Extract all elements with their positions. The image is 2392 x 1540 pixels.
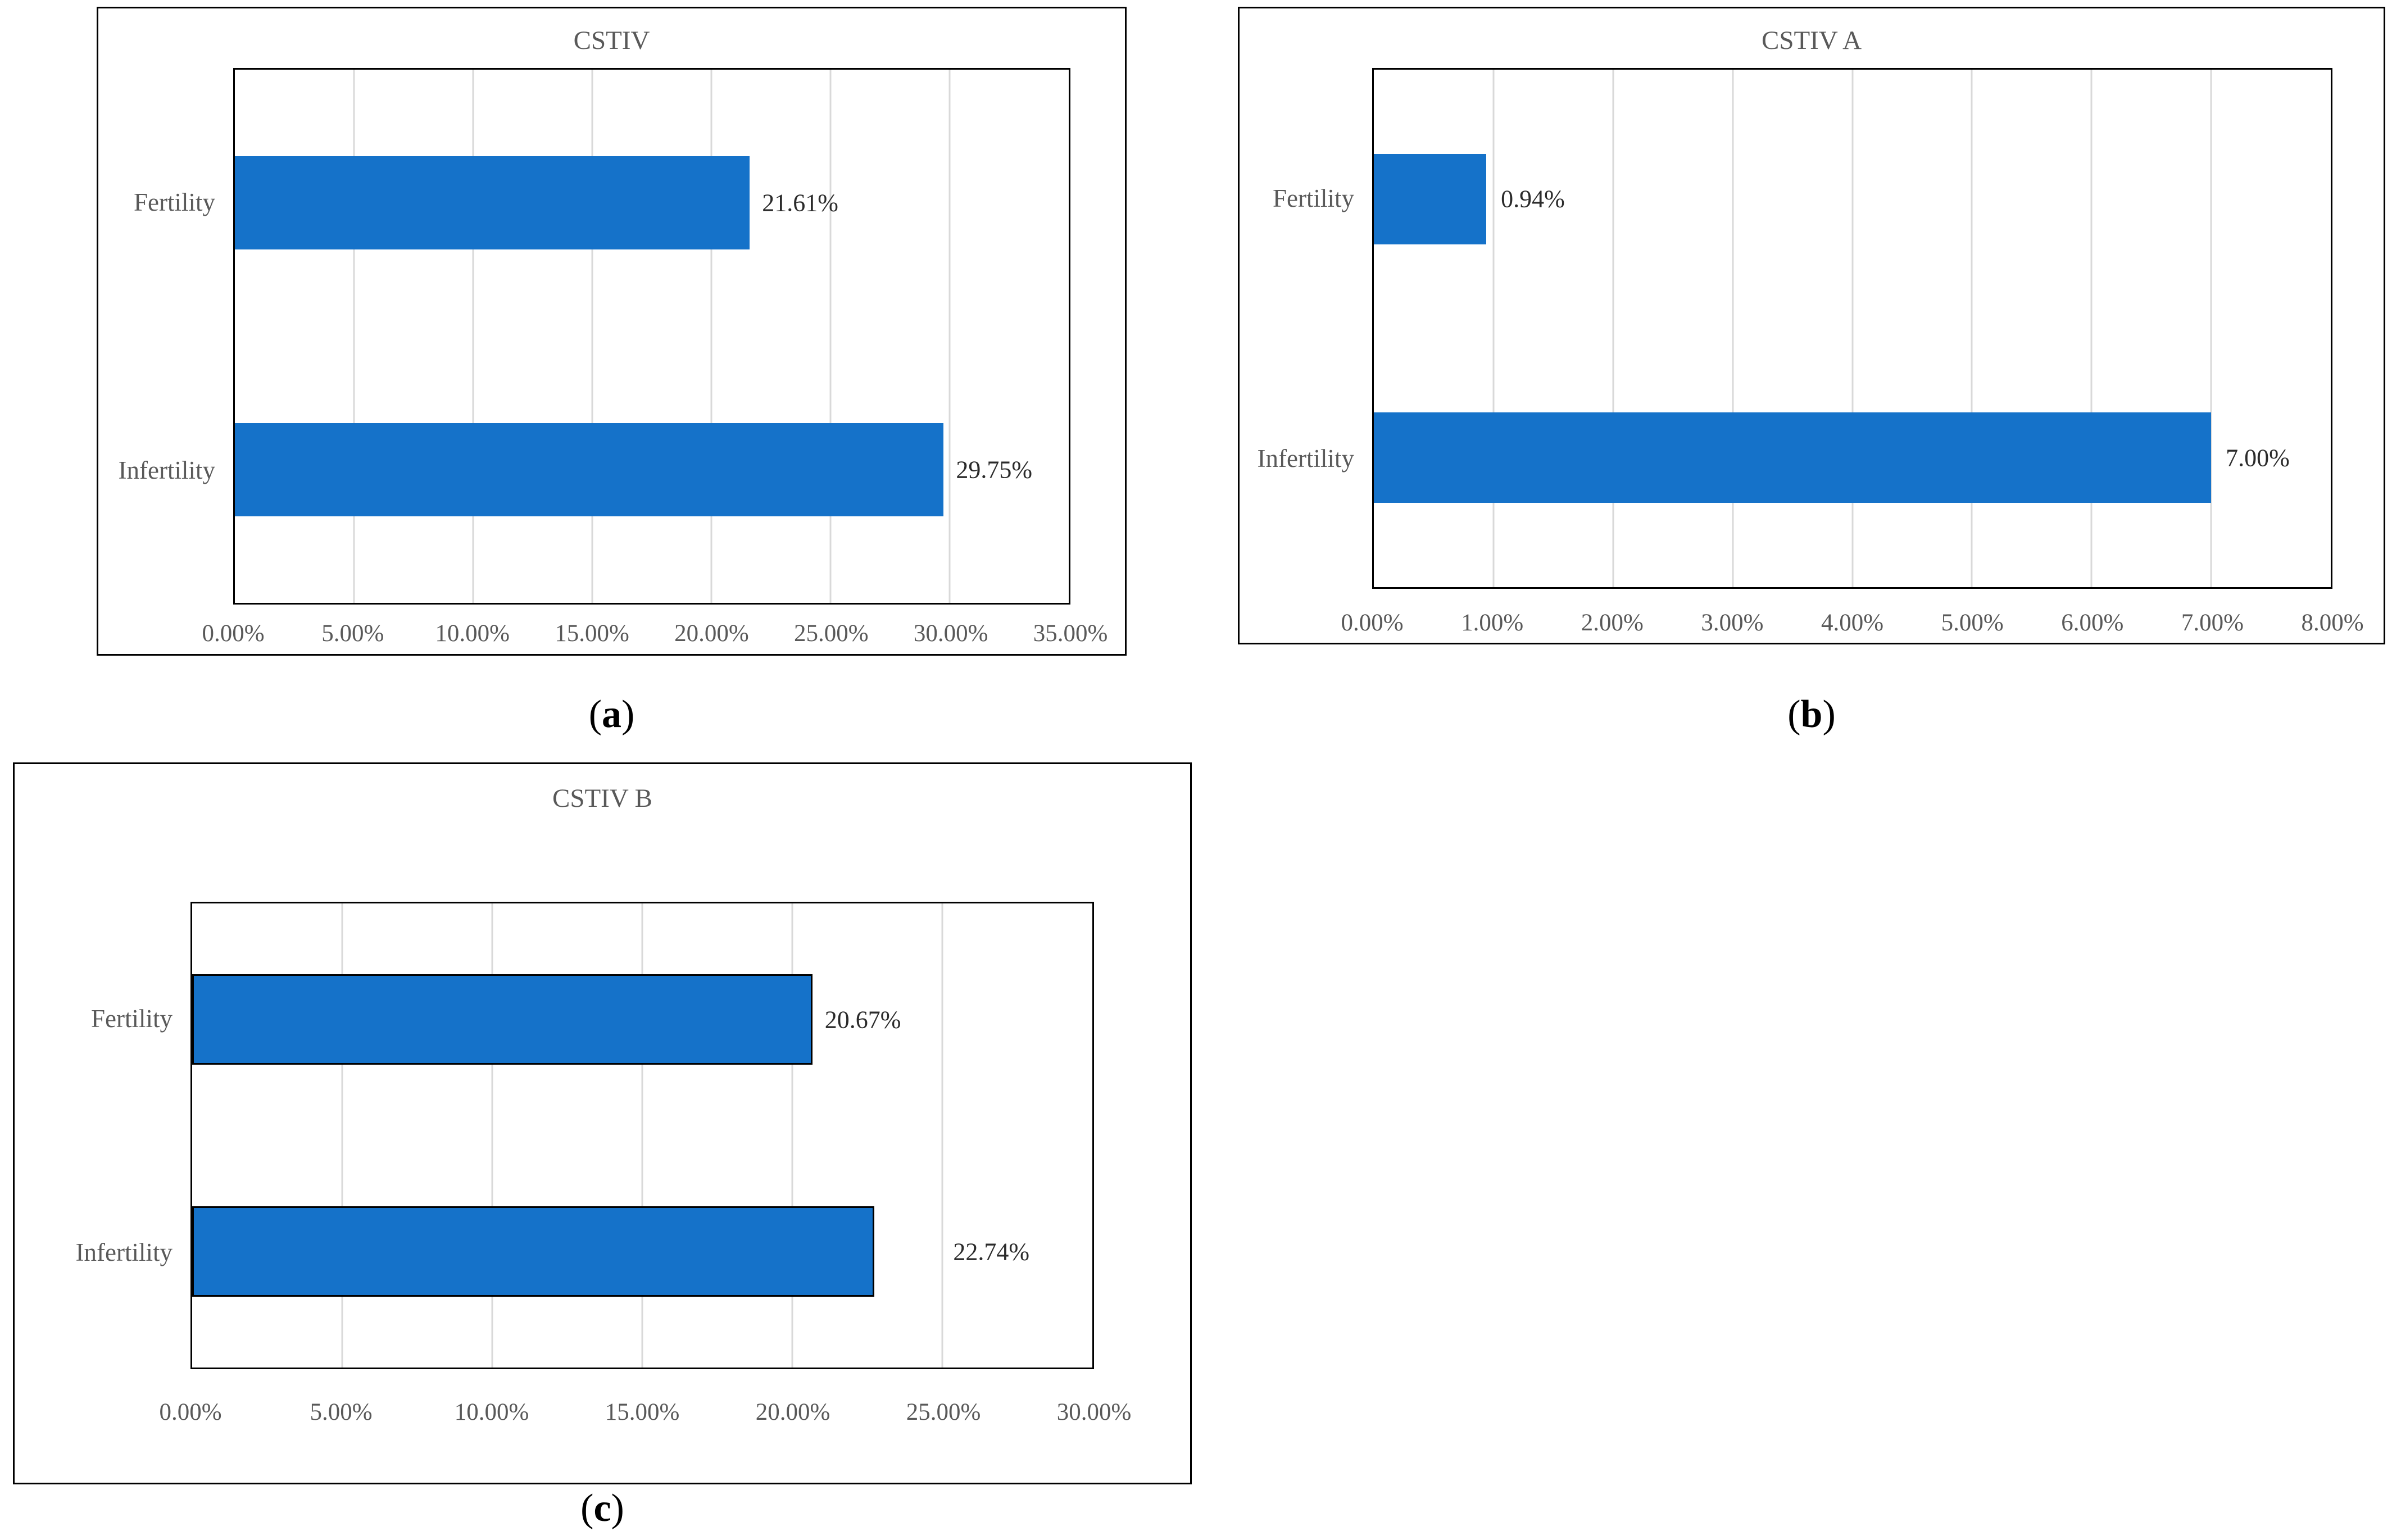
- x-axis-tick-label: 1.00%: [1461, 610, 1524, 636]
- x-axis-tick-label: 20.00%: [755, 1399, 830, 1425]
- plot-area: 0.94% 7.00%: [1372, 68, 2332, 589]
- x-axis-tick-label: 2.00%: [1581, 610, 1644, 636]
- category-label-fertility: Fertility: [1273, 184, 1354, 212]
- x-axis-tick-label: 10.00%: [435, 620, 510, 647]
- gridline: [341, 903, 343, 1368]
- gridline: [1492, 70, 1495, 587]
- bar-fertility: [192, 974, 813, 1065]
- bar-fertility: [235, 156, 750, 250]
- category-axis: Fertility Infertility: [1240, 68, 1354, 589]
- bar-fertility: [1374, 153, 1487, 244]
- panel-caption-a: (a): [97, 692, 1127, 737]
- x-axis-tick-label: 30.00%: [913, 620, 988, 647]
- value-label-infertility: 29.75%: [956, 456, 1033, 484]
- gridline: [791, 903, 793, 1368]
- category-label-infertility: Infertility: [75, 1238, 173, 1266]
- bar-infertility: [192, 1206, 875, 1297]
- x-axis: 0.00% 5.00% 10.00% 15.00% 20.00% 25.00% 30.00%…: [202, 620, 1108, 653]
- panel-caption-b: (b): [1238, 692, 2385, 737]
- gridline: [710, 70, 712, 603]
- gridline: [2090, 70, 2093, 587]
- chart-panel-c: CSTIV B Fertility Infertility 20.67% 22.74…: [13, 762, 1192, 1484]
- gridline: [948, 70, 951, 603]
- x-axis-tick-label: 4.00%: [1821, 610, 1884, 636]
- gridline: [491, 903, 493, 1368]
- gridline: [472, 70, 474, 603]
- value-label-fertility: 20.67%: [824, 1006, 901, 1033]
- value-label-fertility: 0.94%: [1501, 185, 1565, 213]
- x-axis-tick-label: 3.00%: [1701, 610, 1764, 636]
- chart-title: CSTIV B: [552, 784, 653, 813]
- x-axis-tick-label: 6.00%: [2061, 610, 2124, 636]
- category-label-infertility: Infertility: [118, 456, 215, 485]
- gridline: [1851, 70, 1853, 587]
- plot-area: 21.61% 29.75%: [233, 68, 1070, 605]
- gridline: [941, 903, 943, 1368]
- caption-paren-close: ): [621, 693, 635, 736]
- x-axis-tick-label: 5.00%: [1941, 610, 2004, 636]
- panel-caption-c: (c): [13, 1486, 1192, 1531]
- caption-paren-open: (: [588, 693, 602, 736]
- category-label-infertility: Infertility: [1257, 444, 1354, 473]
- gridline: [353, 70, 355, 603]
- category-label-fertility: Fertility: [91, 1005, 173, 1033]
- gridline: [2210, 70, 2212, 587]
- caption-letter: c: [593, 1487, 611, 1530]
- x-axis-tick-label: 15.00%: [605, 1399, 680, 1425]
- caption-paren-close: ): [1822, 693, 1836, 736]
- gridline: [1612, 70, 1614, 587]
- value-label-infertility: 22.74%: [953, 1238, 1029, 1265]
- caption-letter: a: [602, 693, 621, 736]
- x-axis-tick-label: 35.00%: [1033, 620, 1108, 647]
- bar-infertility: [235, 423, 944, 516]
- caption-paren-open: (: [580, 1487, 594, 1530]
- chart-title: CSTIV: [573, 26, 650, 55]
- category-axis: Fertility Infertility: [98, 68, 215, 605]
- category-axis: Fertility Infertility: [15, 902, 173, 1369]
- bar-infertility: [1374, 412, 2212, 503]
- x-axis-tick-label: 5.00%: [310, 1399, 373, 1425]
- x-axis: 0.00% 1.00% 2.00% 3.00% 4.00% 5.00% 6.00% 7.00%…: [1341, 609, 2363, 643]
- x-axis-tick-label: 30.00%: [1056, 1399, 1132, 1425]
- x-axis-tick-label: 0.00%: [159, 1399, 222, 1425]
- x-axis-tick-label: 10.00%: [454, 1399, 529, 1425]
- gridline: [829, 70, 832, 603]
- value-label-infertility: 7.00%: [2226, 444, 2290, 472]
- gridline: [1732, 70, 1734, 587]
- gridline: [591, 70, 593, 603]
- chart-title: CSTIV A: [1761, 26, 1862, 55]
- x-axis-tick-label: 7.00%: [2181, 610, 2244, 636]
- x-axis-tick-label: 25.00%: [906, 1399, 981, 1425]
- x-axis-tick-label: 0.00%: [1341, 610, 1404, 636]
- value-label-fertility: 21.61%: [762, 189, 838, 217]
- caption-letter: b: [1800, 693, 1823, 736]
- plot-area: 20.67% 22.74%: [190, 902, 1094, 1369]
- caption-paren-close: ): [611, 1487, 624, 1530]
- category-label-fertility: Fertility: [134, 188, 215, 216]
- x-axis-tick-label: 8.00%: [2301, 610, 2364, 636]
- x-axis-tick-label: 25.00%: [793, 620, 869, 647]
- x-axis-tick-label: 5.00%: [321, 620, 384, 647]
- chart-panel-a: CSTIV Fertility Infertility 21.61% 29.75% …: [97, 7, 1127, 656]
- caption-paren-open: (: [1787, 693, 1801, 736]
- chart-panel-b: CSTIV A Fertility Infertility 0.94% 7.00% …: [1238, 7, 2385, 644]
- x-axis: 0.00% 5.00% 10.00% 15.00% 20.00% 25.00% 30.00%: [159, 1398, 1131, 1432]
- gridline: [1971, 70, 1973, 587]
- gridline: [641, 903, 643, 1368]
- x-axis-tick-label: 0.00%: [202, 620, 265, 647]
- x-axis-tick-label: 20.00%: [674, 620, 749, 647]
- x-axis-tick-label: 15.00%: [555, 620, 629, 647]
